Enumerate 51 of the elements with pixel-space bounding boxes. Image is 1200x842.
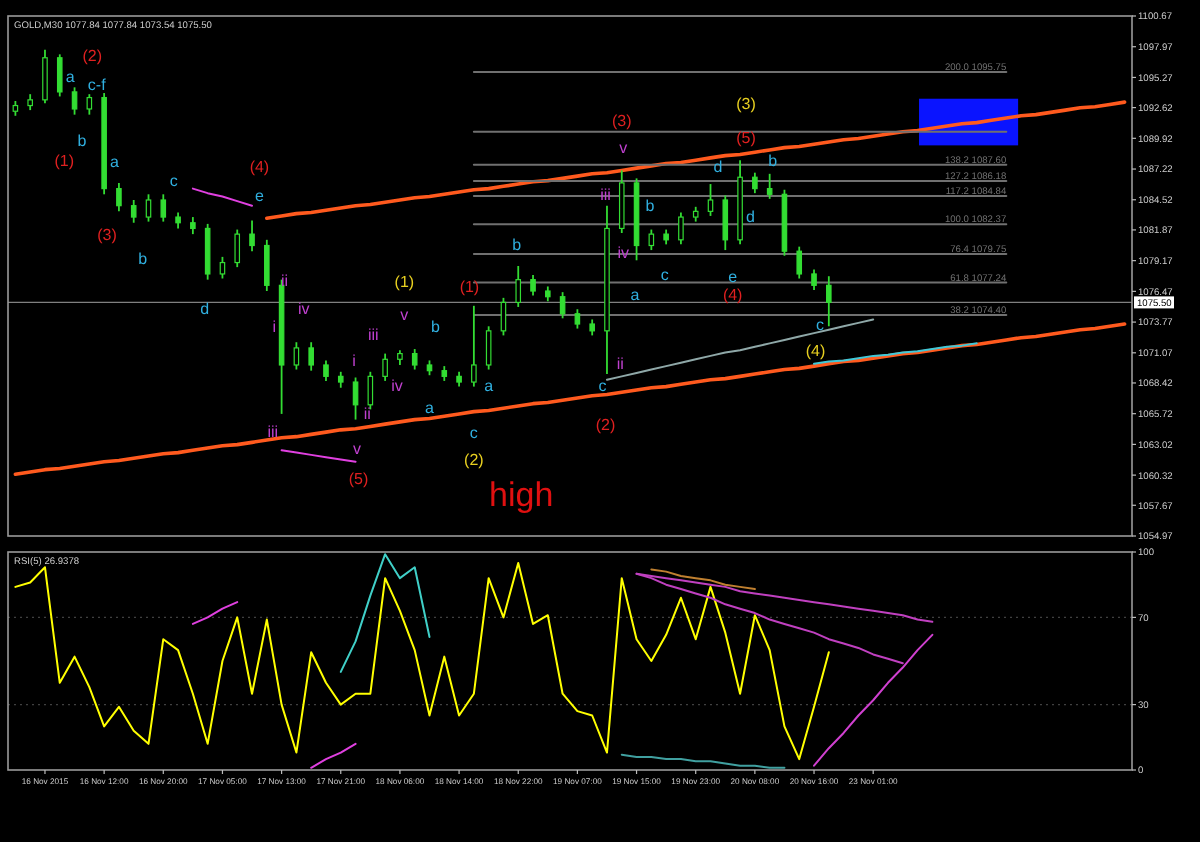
annotation: d xyxy=(745,207,755,226)
annotation: ii xyxy=(281,271,289,290)
annotation: ii xyxy=(616,354,625,373)
annotation: iv xyxy=(391,377,403,396)
annotation: (3) xyxy=(736,95,757,114)
annotation: c xyxy=(469,424,478,443)
annotation: i xyxy=(352,352,357,371)
annotation: a xyxy=(425,399,436,418)
annotation: ii xyxy=(363,404,372,423)
annotation: a xyxy=(630,286,641,305)
annotation: v xyxy=(353,440,362,459)
annotation: iv xyxy=(298,300,310,319)
annotation: c xyxy=(169,171,178,190)
annotation: (2) xyxy=(595,416,616,435)
annotation: iv xyxy=(617,244,630,263)
annotation: c xyxy=(815,316,824,335)
annotation: d xyxy=(200,300,210,319)
annotation: e xyxy=(254,187,265,206)
annotation: (3) xyxy=(611,112,633,131)
annotation: i xyxy=(272,318,277,337)
annotation: (3) xyxy=(97,226,118,245)
annotation: b xyxy=(512,236,523,255)
annotation: c xyxy=(598,377,607,396)
annotation: (1) xyxy=(54,152,75,171)
annotation: b xyxy=(138,250,149,269)
annotation: v xyxy=(400,305,409,324)
annotation: b xyxy=(430,318,441,337)
annotation: (2) xyxy=(82,47,103,66)
annotation: b xyxy=(645,196,656,215)
annotation: (2) xyxy=(464,451,485,470)
annotation: iii xyxy=(367,326,380,345)
annotation: b xyxy=(768,152,779,171)
annotation: (1) xyxy=(394,272,415,291)
annotation: (4) xyxy=(722,286,744,305)
annotation: iii xyxy=(600,186,612,205)
annotation: (5) xyxy=(736,129,757,148)
annotation: v xyxy=(619,138,628,157)
annotation: (5) xyxy=(348,469,369,488)
annotation: a xyxy=(110,153,121,172)
annotation: a xyxy=(65,67,76,86)
annotation: (1) xyxy=(459,278,480,297)
annotation: (4) xyxy=(805,342,826,361)
annotation: b xyxy=(77,131,88,150)
annotation: (4) xyxy=(249,157,270,176)
annotation: d xyxy=(713,157,723,176)
annotation: high xyxy=(489,476,554,514)
annotation: c-f xyxy=(87,75,108,94)
annotation: iii xyxy=(267,422,279,441)
annotation: a xyxy=(484,377,495,396)
annotation: c xyxy=(660,265,669,284)
annotation: e xyxy=(728,268,739,287)
